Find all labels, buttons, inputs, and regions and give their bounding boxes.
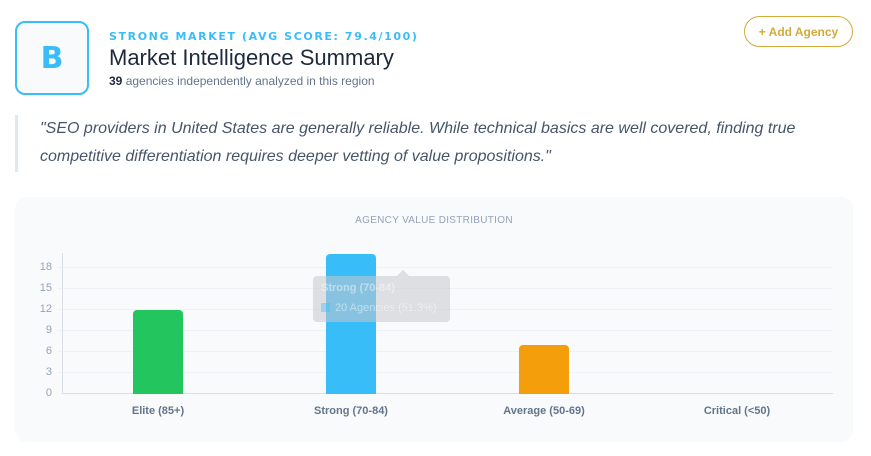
gridline	[58, 267, 833, 268]
chart-tooltip: Strong (70-84) 20 Agencies (51.3%)	[313, 270, 450, 322]
x-label-average: Average (50-69)	[503, 405, 585, 417]
gridline	[58, 351, 833, 352]
y-tick: 6	[45, 345, 52, 357]
y-tick: 0	[45, 387, 52, 399]
market-strength-label: STRONG MARKET (AVG SCORE: 79.4/100)	[109, 30, 419, 43]
agency-count-text: 39 agencies independently analyzed in th…	[109, 74, 418, 88]
add-agency-button[interactable]: + Add Agency	[744, 16, 853, 47]
y-tick: 12	[39, 303, 52, 315]
grade-letter: B	[40, 40, 64, 76]
bar-strong[interactable]	[326, 254, 376, 394]
y-axis	[62, 253, 63, 394]
tooltip-value-row: 20 Agencies (51.3%)	[321, 302, 442, 314]
agency-count-suffix: agencies independently analyzed in this …	[122, 74, 375, 88]
y-tick: 3	[45, 366, 52, 378]
gridline	[58, 372, 833, 373]
tooltip-swatch-icon	[321, 303, 330, 312]
y-tick: 18	[39, 261, 52, 273]
market-grade-badge: B	[15, 21, 89, 95]
y-tick: 9	[45, 324, 52, 336]
agency-value-distribution-chart: AGENCY VALUE DISTRIBUTION 0 3 6 9 12 15 …	[15, 197, 853, 442]
x-label-critical: Critical (<50)	[703, 405, 771, 417]
page-title: Market Intelligence Summary	[109, 45, 394, 70]
plot-area: 0 3 6 9 12 15 18	[40, 253, 833, 399]
tooltip-value: 20 Agencies (51.3%)	[335, 302, 437, 314]
x-axis	[62, 393, 833, 394]
tooltip-title: Strong (70-84)	[321, 282, 395, 294]
market-summary-quote: "SEO providers in United States are gene…	[15, 115, 845, 172]
x-label-strong: Strong (70-84)	[314, 405, 388, 417]
y-tick: 15	[39, 282, 52, 294]
bar-elite[interactable]	[133, 310, 183, 394]
x-label-elite: Elite (85+)	[131, 405, 185, 417]
gridline	[58, 330, 833, 331]
header: STRONG MARKET (AVG SCORE: 79.4/100) Mark…	[109, 30, 418, 88]
bar-average[interactable]	[519, 345, 569, 394]
agency-count: 39	[109, 74, 123, 88]
chart-title: AGENCY VALUE DISTRIBUTION	[355, 215, 513, 226]
